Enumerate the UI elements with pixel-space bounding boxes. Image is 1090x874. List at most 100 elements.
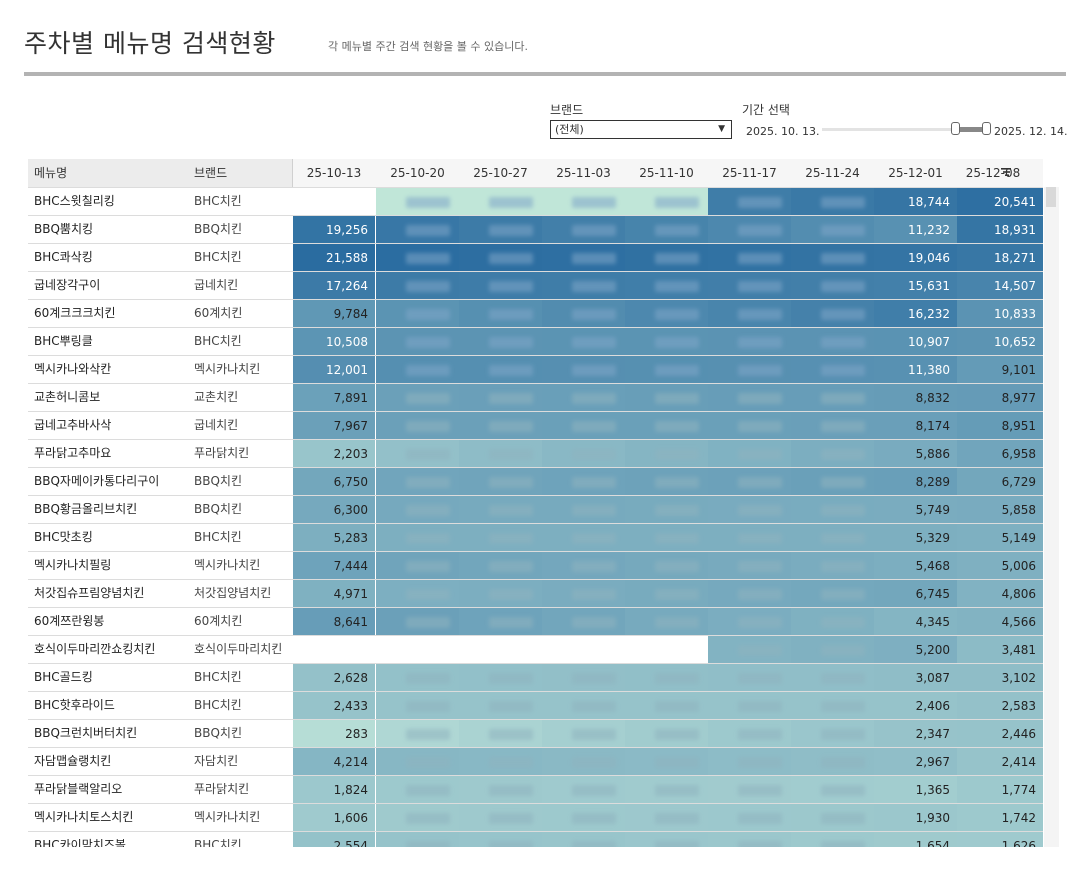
table-row[interactable]: BHC스윗칠리킹 BHC치킨 18,744 20,541 — [28, 187, 1043, 216]
header-week-25-11-24[interactable]: 25-11-24 — [805, 166, 860, 180]
heat-cell[interactable] — [293, 300, 375, 328]
table-row[interactable]: 멕시카나와삭칸 멕시카나치킨 12,001 11,380 9,101 — [28, 355, 1043, 384]
table-row[interactable]: 60계크크크치킨 60계치킨 9,784 16,232 10,833 — [28, 299, 1043, 328]
heat-cell[interactable] — [874, 832, 957, 847]
heat-cell[interactable] — [874, 664, 957, 692]
heat-cell[interactable] — [957, 440, 1043, 468]
heat-cell[interactable] — [293, 216, 375, 244]
heat-cell[interactable] — [376, 636, 459, 664]
table-row[interactable]: BHC맛초킹 BHC치킨 5,283 5,329 5,149 — [28, 523, 1043, 552]
scrollbar-thumb[interactable] — [1046, 187, 1056, 207]
heat-cell[interactable] — [957, 664, 1043, 692]
table-row[interactable]: BBQ황금올리브치킨 BBQ치킨 6,300 5,749 5,858 — [28, 495, 1043, 524]
table-row[interactable]: BHC카이막치즈볼 BHC치킨 2,554 1,654 1,626 — [28, 831, 1043, 847]
heat-cell[interactable] — [293, 440, 375, 468]
table-row[interactable]: 멕시카나치토스치킨 멕시카나치킨 1,606 1,930 1,742 — [28, 803, 1043, 832]
heat-cell[interactable] — [874, 384, 957, 412]
sort-icon[interactable] — [1000, 166, 1012, 178]
heat-cell[interactable] — [293, 832, 375, 847]
heat-cell[interactable] — [293, 608, 375, 636]
table-row[interactable]: 자담맵슐랭치킨 자담치킨 4,214 2,967 2,414 — [28, 747, 1043, 776]
heat-cell[interactable] — [459, 636, 542, 664]
table-row[interactable]: 굽네장각구이 굽네치킨 17,264 15,631 14,507 — [28, 271, 1043, 300]
heat-cell[interactable] — [874, 272, 957, 300]
heat-cell[interactable] — [957, 384, 1043, 412]
heat-cell[interactable] — [293, 412, 375, 440]
heat-cell[interactable] — [957, 272, 1043, 300]
heat-cell[interactable] — [293, 496, 375, 524]
table-row[interactable]: BBQ자메이카통다리구이 BBQ치킨 6,750 8,289 6,729 — [28, 467, 1043, 496]
table-row[interactable]: 호식이두마리깐쇼킹치킨 호식이두마리치킨 5,200 3,481 — [28, 635, 1043, 664]
heat-cell[interactable] — [957, 300, 1043, 328]
table-row[interactable]: BHC뿌링클 BHC치킨 10,508 10,907 10,652 — [28, 327, 1043, 356]
heat-cell[interactable] — [874, 216, 957, 244]
heat-cell[interactable] — [957, 692, 1043, 720]
heat-cell[interactable] — [874, 692, 957, 720]
heat-cell[interactable] — [542, 636, 625, 664]
header-brand[interactable]: 브랜드 — [194, 166, 228, 180]
heat-cell[interactable] — [874, 720, 957, 748]
heat-cell[interactable] — [293, 748, 375, 776]
heat-cell[interactable] — [625, 636, 708, 664]
heat-cell[interactable] — [293, 692, 375, 720]
heat-cell[interactable] — [874, 748, 957, 776]
heat-cell[interactable] — [293, 636, 375, 664]
heat-cell[interactable] — [874, 552, 957, 580]
heat-cell[interactable] — [957, 524, 1043, 552]
brand-select[interactable]: (전체) ▼ — [550, 120, 732, 139]
heat-cell[interactable] — [874, 636, 957, 664]
header-week-25-12-08[interactable]: 25-12-08 — [965, 166, 1021, 180]
header-week-25-11-17[interactable]: 25-11-17 — [722, 166, 777, 180]
heat-cell[interactable] — [293, 664, 375, 692]
table-row[interactable]: 처갓집슈프림양념치킨 처갓집양념치킨 4,971 6,745 4,806 — [28, 579, 1043, 608]
heat-cell[interactable] — [957, 748, 1043, 776]
heat-cell[interactable] — [957, 496, 1043, 524]
heat-cell[interactable] — [293, 524, 375, 552]
header-week-25-11-03[interactable]: 25-11-03 — [556, 166, 611, 180]
heat-cell[interactable] — [293, 272, 375, 300]
heat-cell[interactable] — [957, 608, 1043, 636]
table-row[interactable]: 푸라닭블랙알리오 푸라닭치킨 1,824 1,365 1,774 — [28, 775, 1043, 804]
period-start-handle[interactable] — [951, 122, 960, 135]
heat-cell[interactable] — [874, 412, 957, 440]
heat-cell[interactable] — [957, 328, 1043, 356]
table-row[interactable]: 푸라닭고추마요 푸라닭치킨 2,203 5,886 6,958 — [28, 439, 1043, 468]
heat-cell[interactable] — [957, 804, 1043, 832]
heat-cell[interactable] — [874, 356, 957, 384]
heat-cell[interactable] — [957, 412, 1043, 440]
table-row[interactable]: 교촌허니콤보 교촌치킨 7,891 8,832 8,977 — [28, 383, 1043, 412]
heat-cell[interactable] — [293, 720, 375, 748]
heat-cell[interactable] — [293, 384, 375, 412]
heat-cell[interactable] — [874, 608, 957, 636]
table-row[interactable]: BBQ뿜치킹 BBQ치킨 19,256 11,232 18,931 — [28, 215, 1043, 244]
period-end-handle[interactable] — [982, 122, 991, 135]
heat-cell[interactable] — [957, 468, 1043, 496]
heat-cell[interactable] — [957, 636, 1043, 664]
heat-cell[interactable] — [293, 776, 375, 804]
heat-cell[interactable] — [293, 580, 375, 608]
table-row[interactable]: 60계쯔란윙봉 60계치킨 8,641 4,345 4,566 — [28, 607, 1043, 636]
heat-cell[interactable] — [293, 552, 375, 580]
table-row[interactable]: 굽네고추바사삭 굽네치킨 7,967 8,174 8,951 — [28, 411, 1043, 440]
heat-cell[interactable] — [957, 720, 1043, 748]
header-menu[interactable]: 메뉴명 — [34, 166, 68, 180]
heat-cell[interactable] — [957, 216, 1043, 244]
heat-cell[interactable] — [293, 244, 375, 272]
heat-cell[interactable] — [293, 328, 375, 356]
header-week-25-12-01[interactable]: 25-12-01 — [888, 166, 943, 180]
heat-cell[interactable] — [874, 188, 957, 216]
heat-cell[interactable] — [293, 468, 375, 496]
heat-cell[interactable] — [957, 776, 1043, 804]
heat-cell[interactable] — [874, 524, 957, 552]
header-week-25-10-13[interactable]: 25-10-13 — [306, 166, 362, 180]
table-row[interactable]: 멕시카나치필링 멕시카나치킨 7,444 5,468 5,006 — [28, 551, 1043, 580]
period-slider-track[interactable] — [822, 128, 958, 131]
heat-cell[interactable] — [293, 356, 375, 384]
vertical-scrollbar[interactable] — [1044, 187, 1059, 847]
heat-cell[interactable] — [293, 804, 375, 832]
heat-cell[interactable] — [957, 552, 1043, 580]
heat-cell[interactable] — [957, 188, 1043, 216]
heat-cell[interactable] — [957, 580, 1043, 608]
heat-cell[interactable] — [874, 300, 957, 328]
heat-cell[interactable] — [874, 468, 957, 496]
